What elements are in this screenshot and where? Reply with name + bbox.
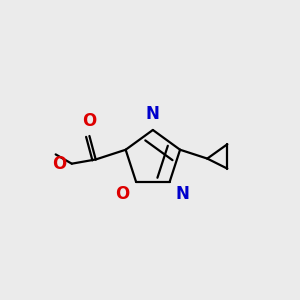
Text: O: O	[52, 155, 67, 173]
Text: O: O	[82, 112, 97, 130]
Text: N: N	[146, 105, 160, 123]
Text: N: N	[176, 185, 190, 203]
Text: O: O	[116, 185, 130, 203]
